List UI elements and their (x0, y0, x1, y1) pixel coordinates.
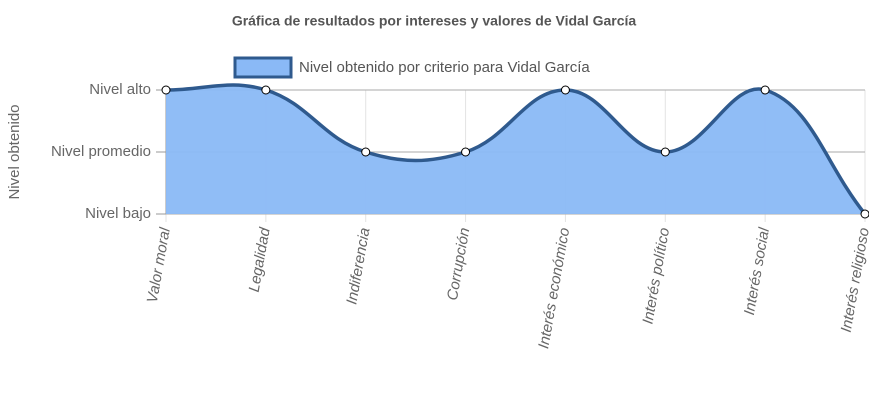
point (161, 85, 171, 95)
y-tick-label: Nivel promedio (51, 143, 151, 160)
x-tick-label: Corrupción (444, 226, 473, 301)
x-tick-label: Valor moral (144, 226, 174, 305)
x-tick-label: Legalidad (246, 226, 274, 294)
x-tick-label: Interés social (741, 226, 773, 317)
legend-label: Nivel obtenido por criterio para Vidal G… (299, 59, 590, 76)
x-tick-label: Interés político (639, 226, 673, 325)
area-fill (166, 84, 865, 214)
x-tick-label: Interés religioso (838, 226, 869, 333)
point (660, 147, 670, 157)
point (760, 85, 770, 95)
y-tick-label: Nivel bajo (85, 205, 151, 222)
x-tick-label: Interés económico (535, 226, 573, 350)
chart-title: Gráfica de resultados por intereses y va… (232, 13, 637, 29)
legend-swatch (233, 56, 293, 79)
point (860, 209, 869, 219)
point (261, 85, 271, 95)
x-tick-label: Indiferencia (343, 226, 373, 305)
y-axis-label: Nivel obtenido (6, 104, 23, 199)
point (560, 85, 570, 95)
point (461, 147, 471, 157)
y-tick-label: Nivel alto (89, 81, 151, 98)
point (361, 147, 371, 157)
